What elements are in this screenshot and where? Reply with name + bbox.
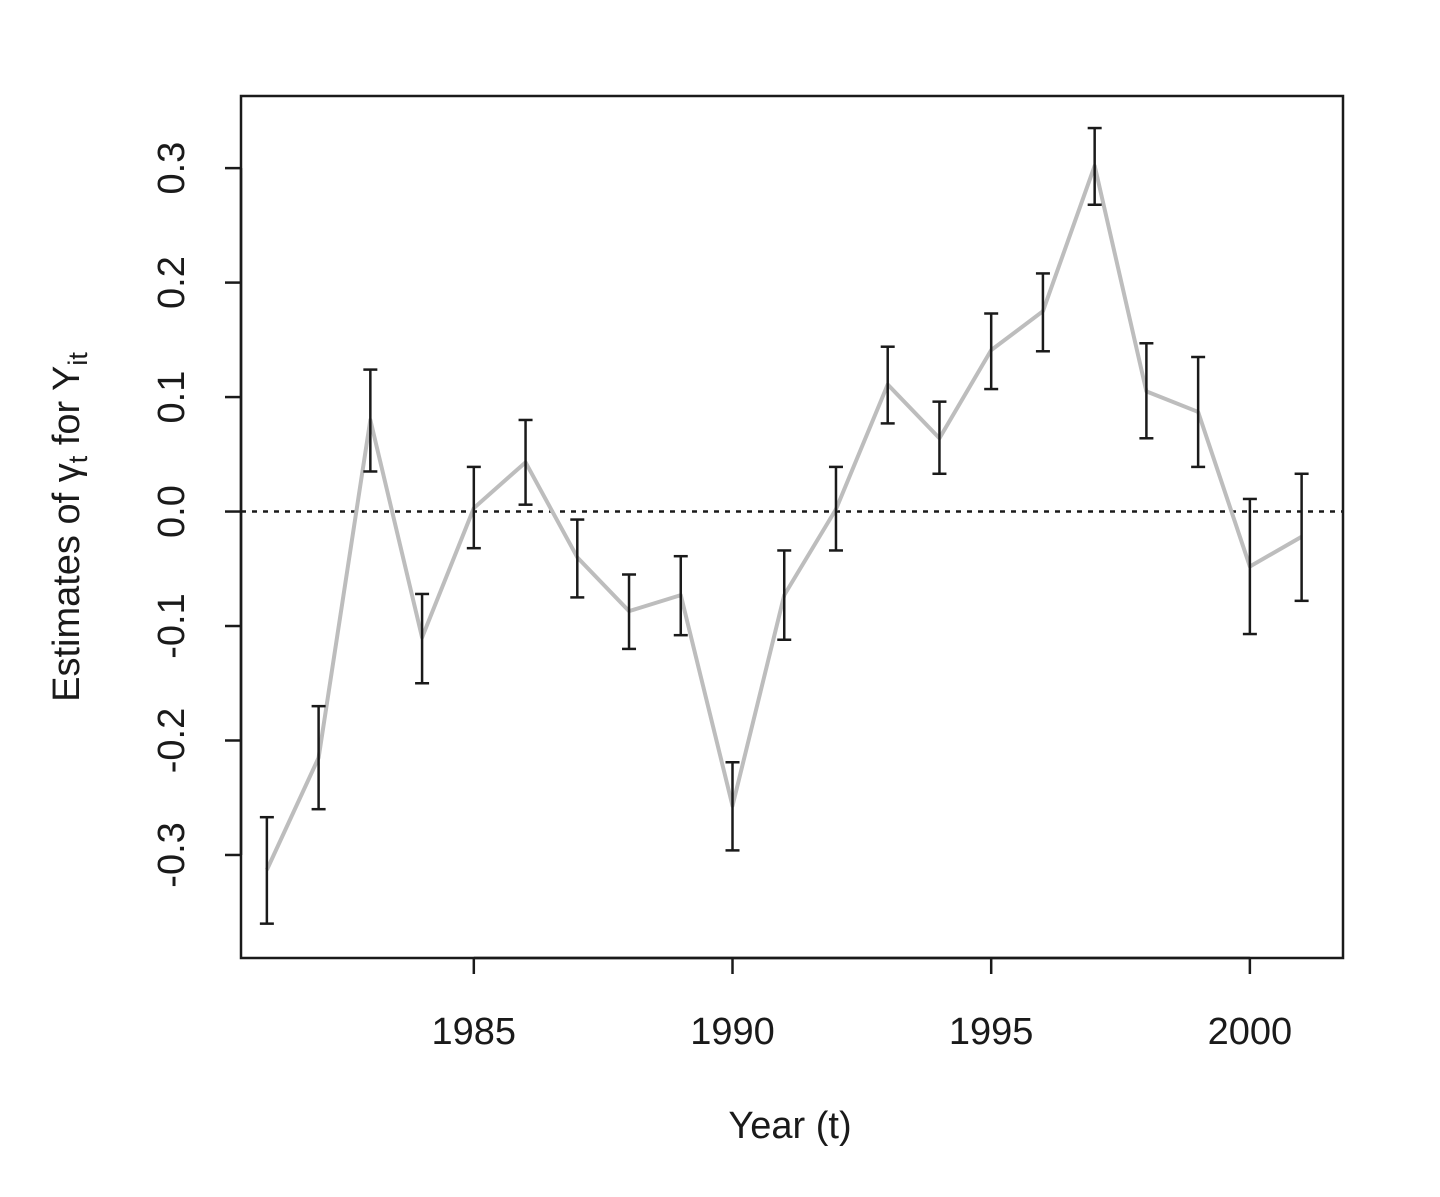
estimate-line [265,163,1303,871]
error-bar [518,418,533,506]
x-tick-label: 1990 [690,1011,775,1053]
error-bar [673,554,688,637]
error-bar [984,312,999,391]
error-bar [1139,342,1154,440]
error-bar [1242,497,1257,636]
y-tick-label: -0.2 [151,708,193,773]
error-bar [1035,272,1050,353]
y-axis-title: Estimates of γt for Yit [46,352,93,702]
error-bar [570,518,585,599]
x-axis-title: Year (t) [728,1105,851,1147]
y-tick-label: 0.1 [151,371,193,424]
error-bar [1087,126,1102,207]
error-bar [363,368,378,473]
error-bar [466,465,481,550]
x-tick-label: 1985 [432,1011,517,1053]
plot-frame [239,94,1345,960]
error-bars [259,126,1309,925]
y-axis: -0.3 -0.2 -0.1 0.0 0.1 0.2 0.3 [151,142,243,888]
y-tick-label: 0.3 [151,142,193,195]
error-bar [1191,355,1206,469]
error-bar [932,400,947,476]
error-bar [777,549,792,642]
error-bar [622,573,637,651]
error-bar [259,815,274,925]
error-bar [880,345,895,425]
x-tick-label: 2000 [1208,1011,1293,1053]
error-bar [828,465,843,552]
error-bar [725,760,740,852]
error-bar [311,704,326,811]
x-tick-label: 1995 [949,1011,1034,1053]
y-tick-label: -0.3 [151,822,193,887]
y-tick-label: -0.1 [151,593,193,658]
y-tick-label: 0.0 [151,485,193,538]
y-tick-label: 0.2 [151,256,193,309]
error-bar [415,592,430,685]
error-bar [1294,472,1309,603]
x-axis: 1985 1990 1995 2000 [432,956,1293,1053]
